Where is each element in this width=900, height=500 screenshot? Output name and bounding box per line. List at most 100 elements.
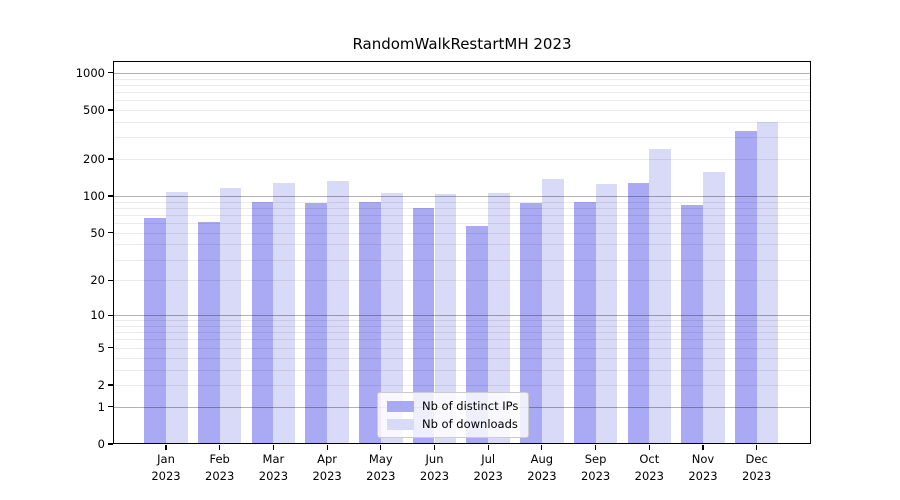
x-tick-label-apr: Apr 2023 (312, 452, 342, 483)
y-tick-20 (108, 279, 113, 282)
y-tick-label-100: 100 (83, 189, 105, 204)
bar-jan-downloads (166, 192, 188, 444)
bar-aug-ips (520, 202, 542, 444)
x-tick-label-mar: Mar 2023 (258, 452, 289, 483)
bar-dec-ips (734, 131, 757, 444)
gridline-minor-500 (113, 110, 811, 112)
legend-row-1: Nb of downloads (387, 417, 518, 431)
bar-may-ips (359, 201, 381, 444)
gridline-minor-400 (113, 121, 811, 123)
plot-border (113, 61, 811, 444)
gridline-major-10 (113, 315, 811, 317)
y-tick-2 (108, 384, 113, 386)
x-tick-sep (595, 445, 597, 450)
legend-swatch-0 (387, 400, 414, 412)
y-tick-label-200: 200 (83, 152, 105, 167)
bar-jul-downloads (488, 193, 510, 444)
bar-sep-ips (573, 201, 596, 444)
y-tick-10 (108, 314, 113, 316)
x-tick-label-jan: Jan 2023 (151, 452, 181, 483)
gridline-minor-70 (113, 214, 811, 216)
x-tick-may (380, 445, 382, 450)
gridline-minor-80 (113, 207, 811, 209)
y-tick-label-1000: 1000 (75, 65, 105, 80)
x-tick-label-jun: Jun 2023 (419, 452, 450, 483)
bar-dec-downloads (756, 121, 779, 444)
bar-jun-downloads (434, 193, 457, 444)
y-tick-label-500: 500 (83, 103, 105, 118)
gridline-minor-200 (113, 159, 811, 161)
bar-aug-downloads (541, 179, 564, 444)
chart-title: RandomWalkRestartMH 2023 (352, 35, 572, 53)
gridline-minor-60 (113, 223, 811, 225)
x-tick-nov (702, 445, 704, 450)
x-tick-jan (165, 445, 167, 450)
x-tick-apr (326, 445, 328, 450)
bar-jun-ips (412, 207, 435, 444)
gridline-minor-4 (113, 357, 811, 359)
gridline-minor-700 (113, 91, 811, 93)
gridline-major-100 (113, 196, 811, 198)
x-tick-dec (756, 445, 758, 450)
x-tick-label-dec: Dec 2023 (742, 452, 772, 483)
bar-oct-ips (627, 182, 650, 444)
legend-swatch-1 (387, 418, 414, 430)
y-tick-label-1: 1 (97, 399, 105, 414)
x-tick-label-feb: Feb 2023 (205, 452, 235, 483)
x-tick-jun (433, 445, 436, 450)
x-tick-jul (487, 445, 489, 450)
bar-sep-downloads (595, 183, 618, 444)
y-tick-1000 (108, 72, 113, 74)
gridline-minor-5 (113, 347, 811, 349)
bar-feb-ips (197, 222, 220, 444)
bar-may-downloads (380, 192, 403, 444)
gridline-minor-2 (113, 384, 811, 386)
x-tick-label-sep: Sep 2023 (580, 452, 611, 483)
y-tick-500 (108, 109, 113, 111)
x-tick-aug (541, 445, 543, 450)
y-tick-label-10: 10 (90, 308, 105, 323)
bar-mar-downloads (273, 183, 296, 444)
gridline-minor-600 (113, 100, 811, 102)
y-tick-5 (108, 347, 113, 349)
bar-apr-ips (305, 202, 328, 444)
y-tick-label-50: 50 (90, 225, 105, 240)
gridline-minor-50 (113, 232, 811, 234)
bar-feb-downloads (219, 188, 242, 444)
x-tick-label-may: May 2023 (366, 452, 396, 483)
y-tick-50 (108, 232, 113, 234)
gridline-major-1000 (113, 72, 811, 74)
y-tick-label-5: 5 (97, 340, 105, 355)
y-tick-label-20: 20 (90, 273, 105, 288)
gridline-minor-20 (113, 280, 811, 282)
gridline-minor-9 (113, 320, 811, 322)
x-tick-label-jul: Jul 2023 (473, 452, 503, 483)
y-tick-1 (108, 406, 113, 408)
x-tick-feb (219, 445, 221, 450)
gridline-minor-300 (113, 137, 811, 139)
x-tick-label-aug: Aug 2023 (527, 452, 557, 483)
bar-oct-downloads (649, 149, 672, 444)
x-tick-mar (272, 445, 274, 450)
legend-row-0: Nb of distinct IPs (387, 399, 518, 413)
gridline-minor-40 (113, 244, 811, 246)
bar-apr-downloads (327, 181, 349, 444)
legend-label-1: Nb of downloads (422, 417, 518, 431)
gridline-minor-800 (113, 84, 811, 86)
y-tick-0 (108, 443, 113, 445)
legend-label-0: Nb of distinct IPs (422, 399, 519, 413)
bar-mar-ips (251, 202, 274, 444)
x-tick-label-oct: Oct 2023 (634, 452, 664, 483)
gridline-minor-90 (113, 201, 811, 203)
bar-jan-ips (144, 218, 166, 444)
gridline-minor-8 (113, 325, 811, 327)
y-tick-100 (108, 195, 113, 197)
gridline-minor-30 (113, 259, 811, 261)
bar-jul-ips (466, 225, 489, 444)
gridline-minor-7 (113, 332, 811, 334)
gridline-minor-6 (113, 339, 811, 341)
x-tick-oct (648, 445, 650, 450)
gridline-minor-3 (113, 369, 811, 371)
bar-nov-ips (681, 205, 703, 444)
